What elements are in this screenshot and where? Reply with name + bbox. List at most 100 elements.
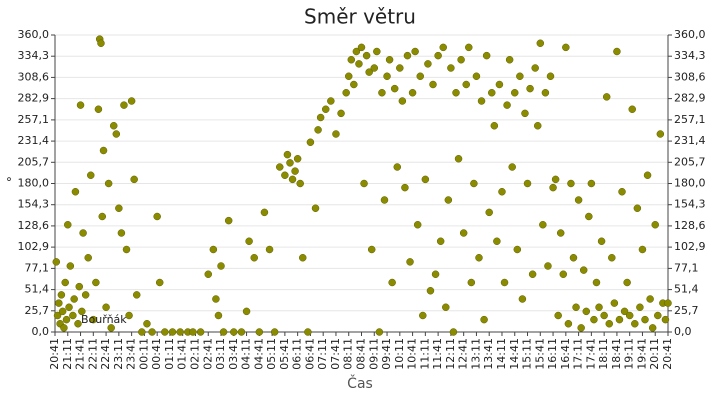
y2-tick-label: 282,9 xyxy=(674,92,706,105)
point xyxy=(260,208,269,217)
point xyxy=(78,307,86,316)
point xyxy=(75,282,84,291)
x-tick-label: 22:11 xyxy=(86,338,99,370)
point xyxy=(70,295,78,303)
point xyxy=(64,221,72,229)
point xyxy=(168,328,177,336)
point xyxy=(554,311,562,320)
point xyxy=(490,122,499,130)
y2-tick-label: 360,0 xyxy=(674,28,706,41)
point xyxy=(132,291,141,299)
y-tick-label: 231,4 xyxy=(18,134,50,147)
point xyxy=(314,126,322,134)
point xyxy=(130,175,138,184)
y2-tick-label: 205,7 xyxy=(674,155,706,168)
point xyxy=(544,262,552,270)
point xyxy=(288,175,297,184)
x-tick-label: 17:41 xyxy=(584,338,597,370)
x-tick-label: 19:11 xyxy=(623,338,636,370)
point xyxy=(613,47,621,56)
y2-tick-label: 51,4 xyxy=(674,283,699,296)
point xyxy=(628,105,636,113)
point xyxy=(367,245,376,254)
point xyxy=(296,179,304,188)
point xyxy=(495,80,504,89)
point xyxy=(365,68,373,76)
point xyxy=(71,188,80,196)
point xyxy=(98,212,107,221)
point xyxy=(518,295,527,303)
point xyxy=(62,315,71,324)
y-tick-label: 77,1 xyxy=(25,261,50,274)
y-axis-label: ° xyxy=(6,176,12,190)
x-tick-label: 09:11 xyxy=(367,338,380,370)
point xyxy=(513,245,522,254)
point xyxy=(508,163,516,171)
y-tick-label: 334,3 xyxy=(18,49,50,62)
point xyxy=(153,212,161,221)
point xyxy=(549,183,557,192)
point xyxy=(155,278,164,287)
y-tick-label: 282,9 xyxy=(18,92,50,105)
point xyxy=(204,270,212,278)
point xyxy=(385,56,394,64)
point xyxy=(104,179,113,188)
point xyxy=(590,315,598,324)
point xyxy=(342,89,350,97)
point xyxy=(115,204,123,212)
point xyxy=(327,97,335,105)
point xyxy=(299,254,307,262)
x-tick-label: 03:41 xyxy=(227,338,240,370)
point xyxy=(638,245,647,254)
x-tick-label: 23:41 xyxy=(125,338,138,370)
y2-tick-label: 180,0 xyxy=(674,177,706,190)
point xyxy=(69,311,77,320)
point xyxy=(81,291,90,299)
point xyxy=(447,64,455,72)
point xyxy=(436,237,445,245)
point xyxy=(337,109,345,118)
point xyxy=(429,80,437,89)
point xyxy=(654,311,662,320)
point xyxy=(352,47,361,56)
x-tick-label: 10:11 xyxy=(393,338,406,370)
point xyxy=(60,324,68,332)
point xyxy=(416,72,424,80)
point xyxy=(505,56,514,64)
point xyxy=(605,320,614,328)
legend-label: Bouřňák xyxy=(81,313,127,326)
point xyxy=(477,97,486,105)
x-tick-label: 20:41 xyxy=(48,338,61,370)
x-tick-label: 22:41 xyxy=(99,338,112,370)
point xyxy=(562,43,570,52)
point xyxy=(643,171,652,179)
point xyxy=(209,245,218,254)
x-tick-label: 13:11 xyxy=(469,338,482,370)
point xyxy=(230,328,238,336)
y2-tick-label: 231,4 xyxy=(674,134,706,147)
x-tick-label: 10:41 xyxy=(406,338,419,370)
point xyxy=(602,93,611,101)
point xyxy=(242,307,251,316)
point xyxy=(94,105,103,113)
point xyxy=(212,295,220,303)
x-tick-label: 06:41 xyxy=(303,338,316,370)
x-tick-label: 00:41 xyxy=(150,338,163,370)
x-tick-label: 09:41 xyxy=(380,338,393,370)
x-tick-label: 23:11 xyxy=(112,338,125,370)
point xyxy=(541,89,550,97)
y2-tick-label: 25,7 xyxy=(674,304,699,317)
point xyxy=(373,47,381,56)
point xyxy=(304,328,312,336)
y-tick-label: 0,0 xyxy=(32,325,50,338)
x-tick-label: 16:41 xyxy=(559,338,572,370)
y2-tick-label: 0,0 xyxy=(674,325,692,338)
x-tick-label: 07:11 xyxy=(316,338,329,370)
point xyxy=(569,254,578,262)
point xyxy=(370,64,379,72)
x-tick-label: 11:41 xyxy=(431,338,444,370)
point xyxy=(350,80,358,89)
point xyxy=(459,229,468,237)
x-tick-label: 02:41 xyxy=(201,338,214,370)
